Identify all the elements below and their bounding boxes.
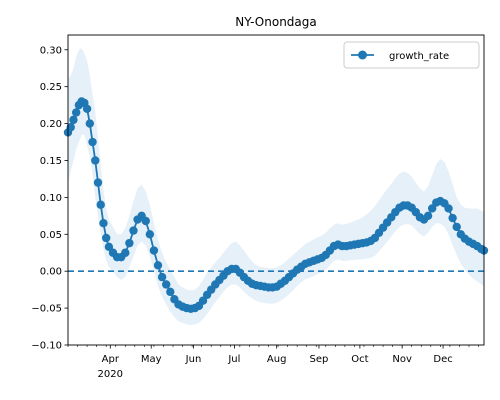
data-point bbox=[85, 119, 95, 128]
y-tick-label: 0.15 bbox=[40, 156, 62, 167]
data-point bbox=[166, 287, 175, 297]
y-tick-label: 0.25 bbox=[40, 82, 62, 93]
x-tick-label: Jul bbox=[227, 354, 240, 365]
y-tick-label: 0.05 bbox=[40, 230, 62, 241]
plot-frame bbox=[67, 34, 485, 346]
data-point bbox=[125, 238, 134, 248]
data-point bbox=[149, 246, 159, 255]
data-point bbox=[145, 230, 155, 239]
data-point bbox=[99, 219, 108, 228]
x-tick-label: Apr bbox=[102, 354, 120, 365]
y-tick-label: −0.10 bbox=[31, 341, 62, 352]
data-point bbox=[129, 226, 138, 235]
x-tick-label: Aug bbox=[267, 354, 287, 365]
confidence-band-layer bbox=[68, 48, 484, 326]
data-point bbox=[101, 233, 111, 243]
data-point bbox=[157, 272, 167, 282]
x-tick-label: Dec bbox=[433, 354, 452, 365]
data-point bbox=[448, 213, 457, 223]
data-point bbox=[82, 104, 92, 114]
data-point bbox=[452, 222, 461, 232]
data-point bbox=[427, 204, 437, 213]
data-point bbox=[141, 216, 150, 226]
legend-marker-swatch bbox=[358, 50, 367, 60]
legend-label: growth_rate bbox=[389, 51, 449, 62]
x-tick-label: May bbox=[141, 354, 162, 365]
y-tick-label: 0.00 bbox=[40, 267, 62, 278]
data-point bbox=[104, 242, 114, 252]
data-point bbox=[69, 115, 78, 125]
data-point bbox=[93, 178, 103, 187]
data-point bbox=[198, 296, 208, 305]
data-point bbox=[88, 137, 97, 147]
x-tick-label: Jun bbox=[185, 354, 202, 365]
x-tick-sublabel: 2020 bbox=[98, 369, 123, 380]
data-point bbox=[162, 280, 171, 289]
data-point bbox=[96, 200, 105, 209]
data-point bbox=[91, 156, 100, 165]
confidence-band bbox=[68, 48, 484, 326]
data-point bbox=[71, 108, 81, 117]
y-tick-label: 0.10 bbox=[40, 193, 62, 204]
y-tick-label: 0.30 bbox=[40, 45, 62, 56]
data-point bbox=[66, 123, 75, 132]
x-tick-label: Sep bbox=[310, 354, 329, 365]
y-tick-label: 0.20 bbox=[40, 119, 62, 130]
legend-frame bbox=[343, 41, 480, 69]
chart-legend: growth_rate bbox=[343, 41, 480, 69]
series-marker-layer bbox=[63, 97, 489, 314]
data-point bbox=[423, 211, 433, 221]
data-point bbox=[444, 204, 453, 213]
chart-title: NY-Onondaga bbox=[235, 15, 317, 29]
data-point bbox=[153, 261, 163, 270]
data-point bbox=[121, 248, 130, 257]
x-tick-label: Nov bbox=[392, 354, 412, 365]
axes-layer: −0.10 −0.05 0.00 0.05 0.10 0.15 0.20 0.25 0.30 Ap… bbox=[31, 34, 485, 380]
y-tick-label: −0.05 bbox=[31, 304, 62, 315]
x-tick-label: Oct bbox=[351, 354, 368, 365]
